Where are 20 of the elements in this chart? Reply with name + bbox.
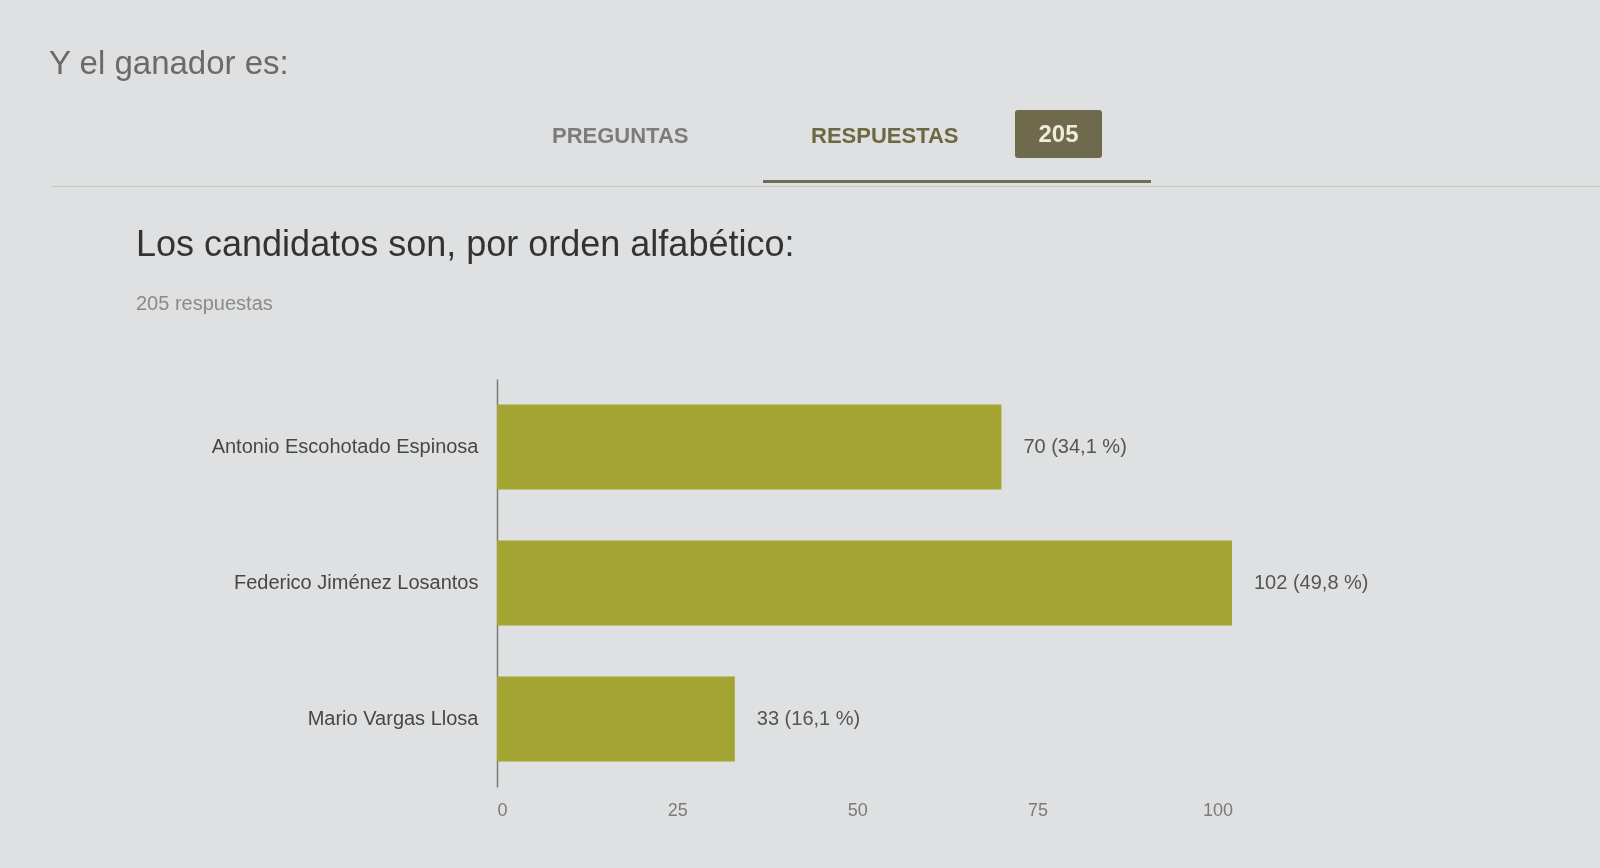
text: 205	[1015, 110, 1102, 158]
text: RESPUESTAS	[811, 123, 959, 149]
bar	[497, 540, 1232, 626]
text: Y el ganador es:	[49, 44, 289, 82]
x-tick-label: 100	[1203, 799, 1234, 820]
text: PREGUNTAS	[552, 123, 689, 149]
x-tick-label: 25	[667, 799, 688, 820]
data-label: 102 (49,8 %)	[1254, 571, 1369, 593]
chart-title: Los candidatos son, por orden alfabético:	[136, 223, 795, 264]
data-label: 33 (16,1 %)	[756, 707, 861, 729]
bar	[497, 404, 1002, 490]
x-tick-label: 50	[847, 799, 868, 820]
x-tick-label: 75	[1027, 799, 1048, 820]
bar	[497, 676, 735, 762]
y-tick-label: Antonio Escohotado Espinosa	[211, 435, 480, 457]
x-tick-label: 0	[497, 799, 508, 820]
data-label: 70 (34,1 %)	[1023, 435, 1127, 457]
y-tick-label: Mario Vargas Llosa	[307, 707, 480, 729]
y-tick-label: Federico Jiménez Losantos	[233, 571, 479, 593]
text: 205 respuestas	[136, 292, 273, 314]
